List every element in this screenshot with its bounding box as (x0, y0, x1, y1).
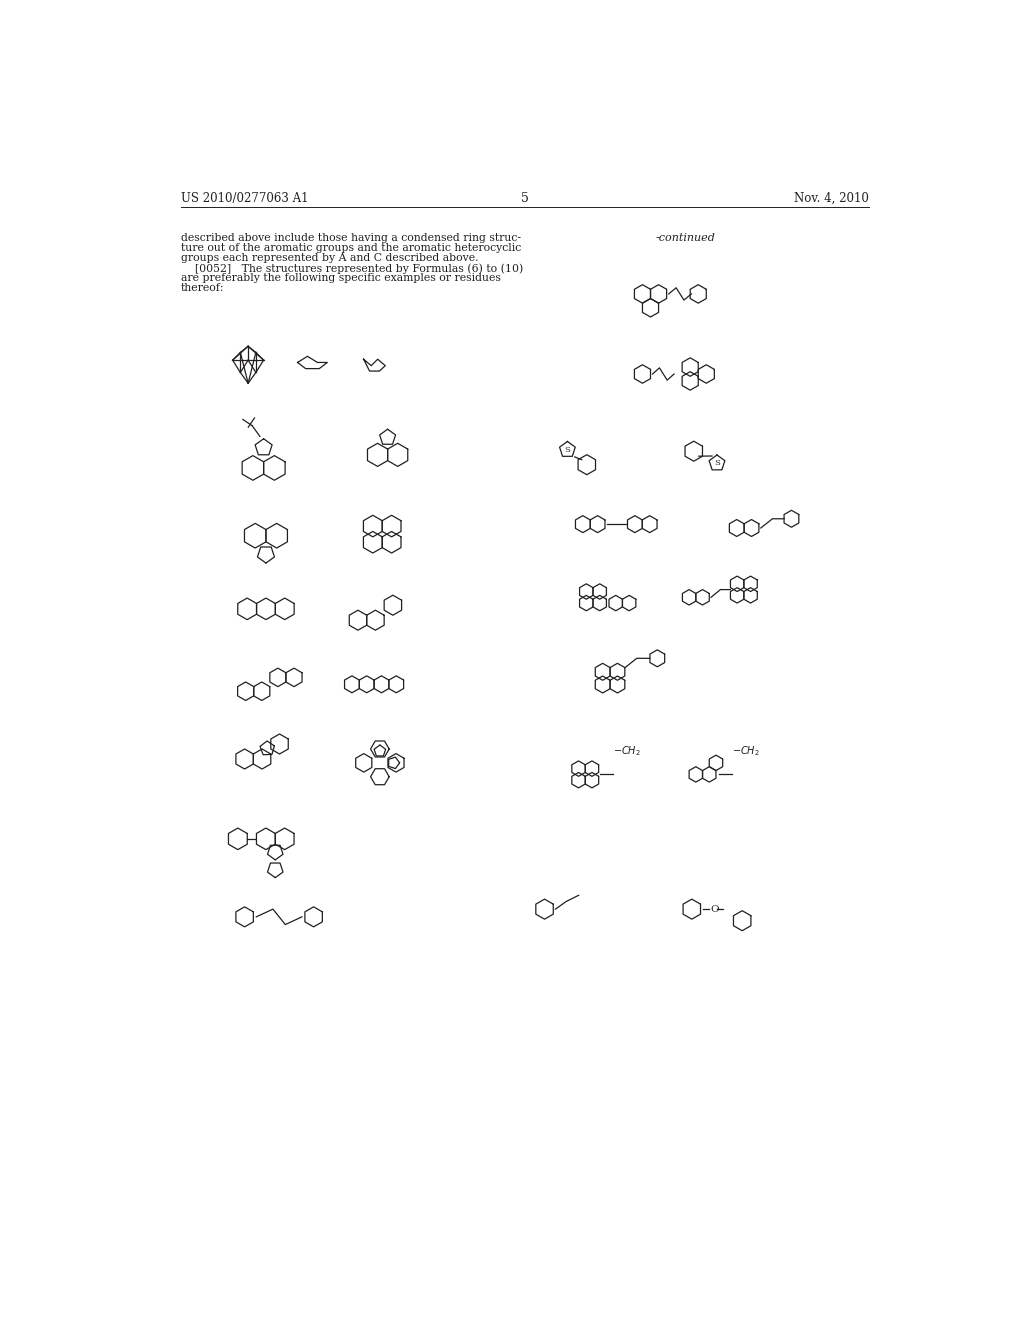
Text: [0052]   The structures represented by Formulas (6) to (10): [0052] The structures represented by For… (180, 263, 523, 273)
Text: -continued: -continued (656, 234, 716, 243)
Text: Nov. 4, 2010: Nov. 4, 2010 (794, 191, 869, 205)
Text: S: S (714, 459, 720, 467)
Text: thereof:: thereof: (180, 284, 224, 293)
Text: described above include those having a condensed ring struc-: described above include those having a c… (180, 234, 520, 243)
Text: O: O (711, 904, 719, 913)
Text: groups each represented by A and C described above.: groups each represented by A and C descr… (180, 253, 478, 263)
Text: are preferably the following specific examples or residues: are preferably the following specific ex… (180, 273, 501, 282)
Text: US 2010/0277063 A1: US 2010/0277063 A1 (180, 191, 308, 205)
Text: $-CH_2$: $-CH_2$ (732, 744, 760, 758)
Text: $-CH_2$: $-CH_2$ (613, 744, 641, 758)
Text: S: S (564, 446, 570, 454)
Text: ture out of the aromatic groups and the aromatic heterocyclic: ture out of the aromatic groups and the … (180, 243, 521, 253)
Text: 5: 5 (521, 191, 528, 205)
